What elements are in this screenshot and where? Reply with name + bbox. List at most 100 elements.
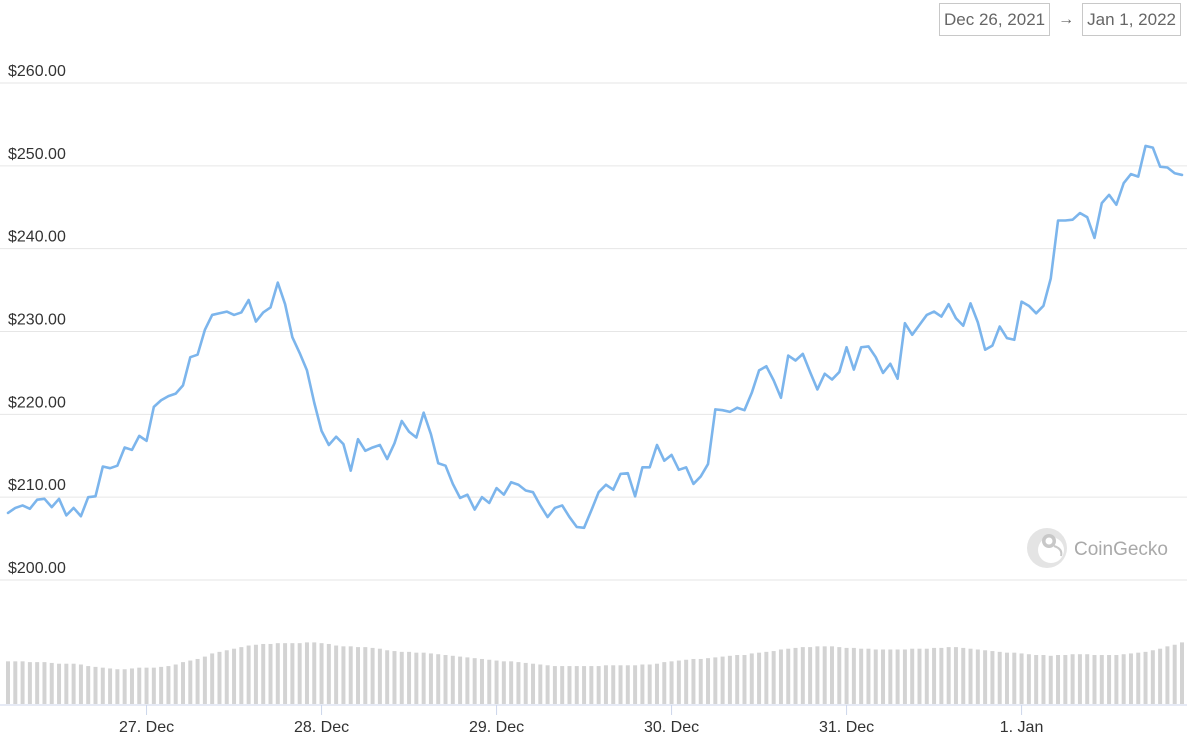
volume-bar — [239, 647, 244, 704]
volume-bar — [1136, 652, 1141, 704]
volume-bar — [181, 662, 185, 704]
volume-bar — [582, 666, 587, 704]
volume-bar — [487, 659, 492, 704]
volume-bar — [888, 649, 893, 704]
y-tick-label: $240.00 — [8, 229, 66, 246]
volume-bar — [990, 651, 995, 704]
y-tick-label: $200.00 — [8, 560, 66, 577]
volume-bar — [596, 666, 601, 704]
volume-bar — [472, 658, 477, 704]
volume-bar — [778, 649, 783, 704]
volume-bar — [20, 661, 25, 704]
volume-bar — [312, 642, 317, 704]
volume-bar — [757, 652, 762, 704]
volume-bar — [1012, 652, 1017, 704]
y-tick-label: $220.00 — [8, 394, 66, 411]
volume-bar — [771, 651, 776, 704]
price-series[interactable] — [6, 144, 1184, 530]
volume-bar — [232, 648, 237, 704]
y-tick-label: $260.00 — [8, 63, 66, 80]
volume-bar — [377, 648, 382, 704]
volume-bar — [531, 663, 536, 704]
volume-bar — [57, 663, 62, 704]
range-arrow: → — [1058, 10, 1075, 28]
watermark-text: CoinGecko — [1074, 539, 1168, 560]
volume-bar — [1026, 654, 1031, 704]
volume-bar — [684, 659, 689, 704]
volume-bar — [611, 665, 616, 704]
volume-bar — [618, 665, 623, 704]
volume-bar — [932, 647, 937, 704]
volume-bar — [494, 660, 499, 704]
volume-bar — [764, 651, 769, 704]
volume-bar — [246, 645, 251, 704]
volume-bar — [800, 647, 805, 704]
volume-bar — [356, 647, 361, 704]
volume-bar — [567, 666, 572, 704]
volume-bar — [275, 643, 280, 704]
volume-bar — [1077, 654, 1082, 704]
volume-bar — [786, 648, 791, 704]
volume-bar — [71, 663, 76, 704]
volume-bar — [108, 668, 113, 704]
volume-bar — [465, 657, 470, 704]
volume-bar — [159, 666, 164, 704]
volume-bar — [202, 656, 207, 704]
volume-bar — [501, 661, 506, 704]
volume-bar — [793, 647, 798, 704]
x-tick-label: 31. Dec — [819, 719, 874, 736]
volume-bar — [902, 649, 907, 704]
volume-bar — [742, 655, 747, 704]
volume-bar — [151, 667, 156, 704]
volume-bar — [654, 663, 659, 704]
coingecko-watermark: CoinGecko — [1027, 528, 1168, 568]
y-tick-label: $230.00 — [8, 312, 66, 329]
volume-bar — [691, 658, 696, 704]
volume-bar — [1063, 655, 1068, 704]
range-end-input[interactable]: Jan 1, 2022 — [1082, 3, 1181, 36]
volume-bar — [1121, 654, 1126, 704]
gecko-logo-icon — [1027, 528, 1067, 568]
x-tick-label: 28. Dec — [294, 719, 349, 736]
volume-bar — [49, 662, 54, 704]
volume-bar — [662, 662, 667, 704]
volume-bar — [297, 643, 302, 704]
volume-bar — [195, 658, 200, 704]
y-tick-label: $210.00 — [8, 477, 66, 494]
volume-bar — [1070, 654, 1075, 704]
volume-bar — [326, 643, 331, 704]
price-line[interactable] — [6, 144, 1184, 530]
date-range-selector: Dec 26, 2021 → Jan 1, 2022 — [939, 3, 1181, 36]
volume-bar — [560, 666, 565, 704]
volume-bar — [1048, 655, 1053, 704]
volume-bar — [443, 655, 448, 704]
volume-bar — [706, 658, 711, 704]
volume-bar — [1128, 653, 1133, 704]
volume-bar — [137, 667, 142, 704]
volume-bar — [341, 646, 346, 704]
volume-bar — [100, 667, 105, 704]
volume-bar — [939, 647, 944, 704]
volume-bar — [881, 649, 886, 704]
volume-bar — [720, 656, 725, 704]
volume-bar — [516, 662, 521, 704]
volume-bar — [436, 654, 441, 704]
volume-bar — [1107, 655, 1112, 704]
volume-bar — [363, 647, 368, 704]
volume-bar — [997, 651, 1002, 704]
volume-bar — [253, 644, 258, 704]
range-start-input[interactable]: Dec 26, 2021 — [939, 3, 1051, 36]
volume-bar — [450, 655, 455, 704]
volume-bar — [399, 651, 404, 704]
volume-bar — [735, 655, 740, 704]
volume-bar — [283, 643, 288, 704]
volume-bar — [348, 646, 353, 704]
volume-bar — [749, 653, 754, 704]
volume-bar — [873, 649, 878, 704]
volume-bar — [334, 645, 339, 704]
volume-bar — [851, 647, 856, 704]
volume-bar — [93, 666, 98, 704]
volume-bar — [1180, 642, 1184, 704]
volume-bar — [458, 656, 463, 704]
